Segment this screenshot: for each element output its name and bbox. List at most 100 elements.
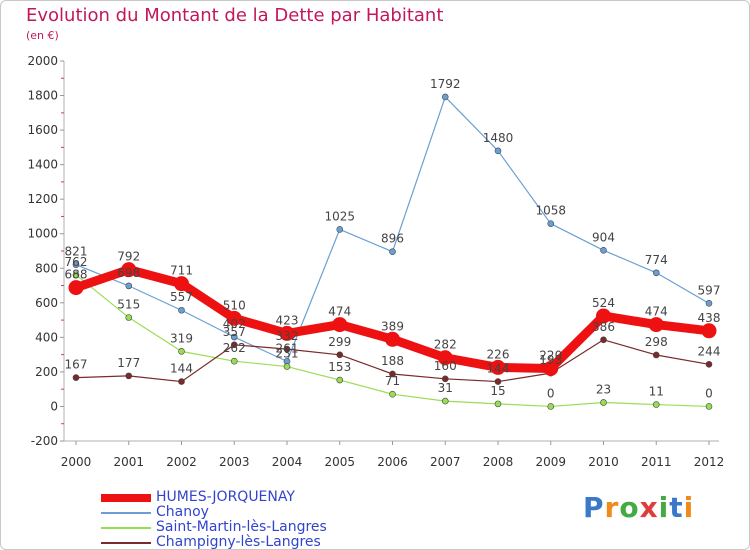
chart-title: Evolution du Montant de la Dette par Hab…: [26, 5, 444, 26]
data-label: 262: [223, 341, 246, 355]
data-point: [279, 325, 295, 341]
data-point: [178, 378, 185, 385]
data-point: [283, 363, 291, 370]
data-point: [336, 351, 344, 359]
data-label: 438: [698, 311, 721, 325]
data-point: [494, 400, 502, 408]
y-tick-label: 2000: [27, 54, 58, 68]
data-point: [600, 399, 607, 406]
proxiti-logo: Proxiti: [583, 491, 694, 524]
data-point: [178, 348, 185, 355]
legend-label: HUMES-JORQUENAY: [156, 489, 295, 505]
data-label: 226: [487, 347, 510, 361]
data-label: 1058: [535, 204, 566, 218]
x-tick-label: 2011: [641, 455, 672, 469]
data-point: [226, 310, 242, 326]
legend-swatch: [101, 494, 151, 502]
data-point: [494, 147, 502, 155]
data-point: [230, 357, 238, 365]
data-label: 821: [65, 245, 88, 259]
data-label: 474: [645, 305, 668, 319]
logo-letter: P: [583, 491, 605, 524]
legend-label: Chanoy: [156, 504, 209, 520]
data-point: [652, 401, 660, 408]
data-label: 688: [65, 268, 88, 282]
data-label: 524: [592, 296, 615, 310]
data-label: 792: [117, 250, 140, 264]
y-tick-label: 1600: [27, 123, 58, 137]
data-label: 389: [381, 319, 404, 333]
data-label: 298: [645, 335, 668, 349]
y-tick-label: 400: [35, 330, 58, 344]
data-point: [547, 220, 555, 228]
x-tick-label: 2002: [166, 455, 197, 469]
logo-letter: i: [683, 491, 695, 524]
data-point: [125, 314, 133, 321]
y-tick-label: 1400: [27, 158, 58, 172]
data-point: [68, 280, 84, 296]
logo-letter: r: [604, 491, 620, 524]
data-label: 597: [698, 283, 721, 297]
data-point: [705, 361, 713, 368]
data-label: 244: [698, 344, 721, 358]
data-label: 762: [65, 255, 88, 269]
data-point: [125, 282, 133, 290]
logo-letter: x: [639, 491, 659, 524]
y-tick-label: 200: [35, 365, 58, 379]
y-tick-label: 800: [35, 261, 58, 275]
x-tick-label: 2009: [535, 455, 566, 469]
data-point: [230, 333, 238, 341]
data-label: 386: [592, 320, 615, 334]
x-tick-label: 2008: [483, 455, 514, 469]
x-tick-label: 2005: [324, 455, 355, 469]
legend-swatch: [101, 512, 151, 514]
legend-swatch: [101, 542, 151, 544]
data-label: 282: [434, 338, 457, 352]
data-label: 357: [223, 325, 246, 339]
x-tick-label: 2012: [694, 455, 725, 469]
data-label: 11: [649, 385, 664, 399]
data-label: 904: [592, 230, 615, 244]
data-label: 31: [438, 381, 453, 395]
data-label: 23: [596, 382, 611, 396]
data-point: [648, 317, 664, 333]
data-label: 299: [328, 335, 351, 349]
data-point: [121, 262, 137, 278]
logo-letter: i: [658, 491, 670, 524]
data-label: 1025: [324, 209, 355, 223]
data-point: [336, 226, 344, 233]
data-label: 188: [381, 354, 404, 368]
data-label: 698: [117, 266, 140, 280]
data-point: [385, 331, 400, 347]
data-point: [494, 378, 502, 385]
logo-letter: o: [619, 491, 640, 524]
x-tick-label: 2003: [219, 455, 250, 469]
data-point: [705, 403, 713, 410]
data-label: 160: [434, 359, 457, 373]
data-point: [701, 323, 717, 339]
y-tick-label: 1000: [27, 227, 58, 241]
data-point: [283, 345, 291, 353]
y-tick-label: -200: [31, 434, 58, 448]
data-label: 220: [539, 348, 562, 362]
y-tick-label: 1800: [27, 89, 58, 103]
data-point: [490, 359, 506, 375]
data-point: [600, 336, 607, 344]
data-label: 319: [170, 331, 193, 345]
legend-swatch: [101, 527, 151, 529]
data-label: 15: [490, 384, 505, 398]
chart-subtitle: (en €): [26, 29, 59, 42]
data-point: [125, 372, 133, 380]
data-point: [543, 360, 559, 376]
y-tick-label: 600: [35, 296, 58, 310]
data-label: 167: [65, 358, 88, 372]
legend-label: Champigny-lès-Langres: [156, 534, 321, 550]
logo-letter: t: [669, 491, 684, 524]
data-label: 193: [539, 353, 562, 367]
data-label: 474: [328, 305, 351, 319]
data-point: [230, 341, 238, 349]
data-label: 557: [170, 290, 193, 304]
data-point: [441, 375, 449, 383]
